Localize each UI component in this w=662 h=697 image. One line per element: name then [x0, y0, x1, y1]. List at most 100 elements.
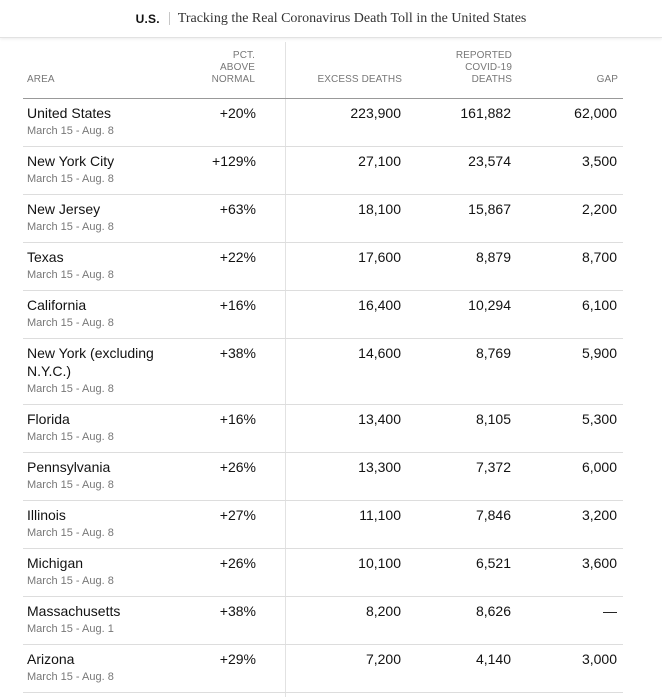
header-reported-line2: COVID-19: [465, 62, 512, 73]
pct-above-normal-cell: +129%: [212, 153, 256, 169]
excess-deaths-cell: 10,100: [358, 555, 401, 571]
date-range: March 15 - Aug. 8: [27, 125, 114, 137]
pct-above-normal-cell: +26%: [219, 555, 256, 571]
area-name: Michigan: [27, 555, 84, 571]
reported-deaths-cell: 15,867: [468, 201, 511, 217]
table-row: Illinois March 15 - Aug. 8 +27% 11,100 7,846…: [23, 501, 623, 549]
date-range: March 15 - Aug. 8: [27, 671, 114, 683]
reported-deaths-cell: 8,769: [475, 345, 511, 361]
date-range: March 15 - Aug. 8: [27, 479, 114, 491]
excess-deaths-cell: 14,600: [358, 345, 401, 361]
area-name: Arizona: [27, 651, 75, 667]
table-row: California March 15 - Aug. 8 +16% 16,400 10,…: [23, 291, 623, 339]
table-row: New York City March 15 - Aug. 8 +129% 27,10…: [23, 147, 623, 195]
article-headline[interactable]: Tracking the Real Coronavirus Death Toll…: [177, 10, 527, 26]
reported-deaths-cell: 10,294: [468, 297, 511, 313]
header-pct-line3: NORMAL: [211, 74, 255, 85]
gap-cell: 2,200: [581, 201, 617, 217]
area-cell: Michigan March 15 - Aug. 8: [27, 554, 177, 588]
area-cell: Pennsylvania March 15 - Aug. 8: [27, 458, 177, 492]
table-row: Arizona March 15 - Aug. 8 +29% 7,200 4,140 3,…: [23, 645, 623, 693]
pct-above-normal-cell: +29%: [219, 651, 256, 667]
area-name: Pennsylvania: [27, 459, 111, 475]
gap-cell: 5,300: [581, 411, 617, 427]
header-divider: [168, 12, 170, 25]
gap-cell: 6,100: [581, 297, 617, 313]
header-reported-line1: REPORTED: [455, 50, 512, 61]
table-row: Pennsylvania March 15 - Aug. 8 +26% 13,300 7…: [23, 453, 623, 501]
header-gap: GAP: [596, 74, 618, 85]
reported-deaths-cell: 7,372: [475, 459, 511, 475]
area-cell: Illinois March 15 - Aug. 8: [27, 506, 177, 540]
area-name: New Jersey: [27, 201, 101, 217]
reported-deaths-cell: 8,879: [475, 249, 511, 265]
header-excess-deaths: EXCESS DEATHS: [317, 74, 402, 85]
excess-deaths-cell: 13,400: [358, 411, 401, 427]
gap-cell: 62,000: [574, 105, 617, 121]
section-link[interactable]: U.S.: [135, 11, 160, 26]
pct-above-normal-cell: +38%: [219, 603, 256, 619]
gap-cell: —: [603, 603, 617, 619]
reported-deaths-cell: 6,521: [475, 555, 511, 571]
top-bar: U.S. Tracking the Real Coronavirus Death…: [0, 0, 662, 38]
table-row: United States March 15 - Aug. 8 +20% 223,90…: [23, 99, 623, 147]
area-name: California: [27, 297, 87, 313]
area-name: New York (excluding N.Y.C.): [27, 345, 154, 379]
area-cell: New York (excluding N.Y.C.) March 15 - Au…: [27, 344, 177, 396]
date-range: March 15 - Aug. 8: [27, 269, 114, 281]
excess-deaths-cell: 7,200: [365, 651, 401, 667]
area-cell: New Jersey March 15 - Aug. 8: [27, 200, 177, 234]
pct-above-normal-cell: +16%: [219, 297, 256, 313]
gap-cell: 6,000: [581, 459, 617, 475]
pct-above-normal-cell: +27%: [219, 507, 256, 523]
reported-deaths-cell: 23,574: [468, 153, 511, 169]
area-cell: New York City March 15 - Aug. 8: [27, 152, 177, 186]
gap-cell: 3,200: [581, 507, 617, 523]
excess-deaths-cell: 27,100: [358, 153, 401, 169]
gap-cell: 8,700: [581, 249, 617, 265]
date-range: March 15 - Aug. 8: [27, 431, 114, 443]
table-row: Texas March 15 - Aug. 8 +22% 17,600 8,879 8,7…: [23, 243, 623, 291]
header-area: AREA: [27, 74, 55, 85]
reported-deaths-cell: 7,846: [475, 507, 511, 523]
date-range: March 15 - Aug. 8: [27, 383, 114, 395]
area-cell: Massachusetts March 15 - Aug. 1: [27, 602, 177, 636]
header-pct-above-normal: PCT. ABOVE NORMAL: [165, 50, 255, 86]
date-range: March 15 - Aug. 8: [27, 575, 114, 587]
gap-cell: 3,600: [581, 555, 617, 571]
column-divider: [285, 42, 286, 697]
area-cell: Florida March 15 - Aug. 8: [27, 410, 177, 444]
excess-deaths-cell: 223,900: [350, 105, 401, 121]
date-range: March 15 - Aug. 8: [27, 221, 114, 233]
header-reported-deaths: REPORTED COVID-19 DEATHS: [422, 50, 512, 86]
excess-deaths-cell: 11,100: [359, 507, 401, 523]
excess-deaths-cell: 16,400: [358, 297, 401, 313]
pct-above-normal-cell: +26%: [219, 459, 256, 475]
table-body: United States March 15 - Aug. 8 +20% 223,90…: [23, 99, 623, 693]
pct-above-normal-cell: +16%: [219, 411, 256, 427]
reported-deaths-cell: 4,140: [475, 651, 511, 667]
date-range: March 15 - Aug. 1: [27, 623, 114, 635]
area-cell: Texas March 15 - Aug. 8: [27, 248, 177, 282]
header-pct-line1: PCT.: [232, 50, 255, 61]
table-row: Florida March 15 - Aug. 8 +16% 13,400 8,105 5…: [23, 405, 623, 453]
excess-deaths-table: AREA PCT. ABOVE NORMAL EXCESS DEATHS REP…: [23, 42, 623, 693]
reported-deaths-cell: 8,105: [475, 411, 511, 427]
table-row: Michigan March 15 - Aug. 8 +26% 10,100 6,521…: [23, 549, 623, 597]
header-pct-line2: ABOVE: [220, 62, 255, 73]
area-cell: United States March 15 - Aug. 8: [27, 104, 177, 138]
area-name: Florida: [27, 411, 70, 427]
excess-deaths-cell: 17,600: [358, 249, 401, 265]
area-cell: Arizona March 15 - Aug. 8: [27, 650, 177, 684]
area-name: New York City: [27, 153, 115, 169]
excess-deaths-cell: 8,200: [365, 603, 401, 619]
area-name: Illinois: [27, 507, 66, 523]
area-name: United States: [27, 105, 112, 121]
excess-deaths-cell: 13,300: [358, 459, 401, 475]
reported-deaths-cell: 161,882: [460, 105, 511, 121]
pct-above-normal-cell: +63%: [219, 201, 256, 217]
header-reported-line3: DEATHS: [471, 74, 512, 85]
pct-above-normal-cell: +20%: [219, 105, 256, 121]
pct-above-normal-cell: +22%: [219, 249, 256, 265]
pct-above-normal-cell: +38%: [219, 345, 256, 361]
